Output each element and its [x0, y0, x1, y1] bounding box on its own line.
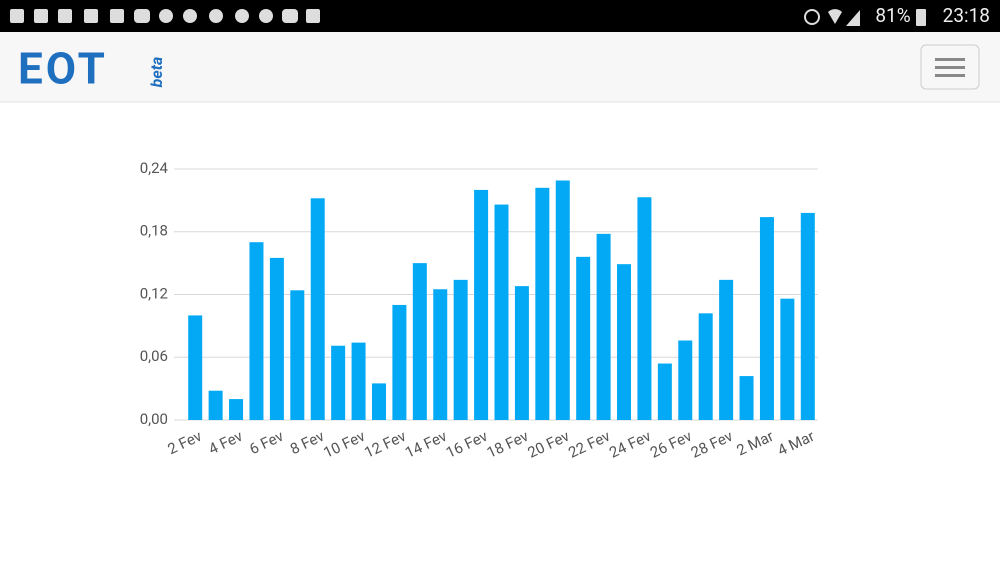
- x-tick-label: 24 Fev: [606, 427, 653, 462]
- y-tick-label: 0,24: [140, 159, 169, 177]
- x-tick-label: 2 Fev: [165, 427, 205, 458]
- x-tick-label: 12 Fev: [361, 427, 408, 462]
- bar: [290, 290, 305, 420]
- y-tick-label: 0,12: [140, 284, 168, 302]
- chart: 0,00 0,06 0,12 0,18 0,24 2 Fev 4 Fev 6 Fev 8 Fev…: [140, 159, 818, 462]
- bar: [759, 217, 774, 420]
- bar: [657, 363, 672, 420]
- bar: [739, 376, 754, 420]
- app-header: [0, 32, 1000, 102]
- bar: [371, 383, 386, 420]
- x-tick-label: 8 Fev: [287, 427, 327, 458]
- bar: [780, 298, 795, 420]
- bar: [433, 289, 448, 420]
- bar: [474, 189, 489, 420]
- bar: [514, 286, 529, 420]
- bar: [617, 264, 632, 420]
- y-tick-label: 0,00: [140, 410, 168, 428]
- x-tick-label: 22 Fev: [566, 427, 613, 462]
- menu-button[interactable]: [920, 44, 980, 90]
- bar: [596, 233, 611, 420]
- bar: [494, 204, 509, 420]
- bar: [208, 390, 223, 420]
- notification-icons: [10, 9, 320, 23]
- y-tick-label: 0,18: [140, 222, 168, 240]
- bar: [188, 315, 203, 420]
- beta-badge: beta: [147, 57, 166, 88]
- clock: 23:18: [943, 4, 990, 27]
- bar: [269, 257, 284, 420]
- system-icons: [804, 9, 926, 26]
- battery-level: 81%: [875, 4, 910, 27]
- x-tick-label: 16 Fev: [443, 427, 490, 462]
- x-tick-label: 4 Mar: [775, 427, 818, 460]
- logo[interactable]: EOT: [18, 43, 108, 95]
- x-tick-label: 10 Fev: [321, 427, 368, 462]
- x-tick-label: 4 Fev: [206, 427, 246, 458]
- x-tick-label: 2 Mar: [734, 427, 777, 460]
- bar: [535, 187, 550, 420]
- x-tick-label: 20 Fev: [525, 427, 572, 462]
- bar: [331, 345, 346, 420]
- x-tick-label: 6 Fev: [247, 427, 287, 458]
- bar: [678, 340, 693, 420]
- bar: [412, 263, 427, 420]
- y-tick-label: 0,06: [140, 347, 168, 365]
- bar: [229, 399, 244, 420]
- bar: [719, 279, 734, 420]
- bar: [576, 256, 591, 420]
- bar: [392, 304, 407, 420]
- x-tick-label: 14 Fev: [402, 427, 449, 462]
- bar: [351, 342, 366, 420]
- bar: [800, 212, 815, 420]
- bar: [249, 242, 264, 420]
- bar: [310, 198, 325, 420]
- bar: [555, 180, 570, 420]
- bar: [698, 313, 713, 420]
- bar: [637, 197, 652, 420]
- x-tick-label: 18 Fev: [484, 427, 531, 462]
- bar: [453, 279, 468, 420]
- x-tick-label: 26 Fev: [647, 427, 694, 462]
- x-tick-label: 28 Fev: [688, 427, 735, 462]
